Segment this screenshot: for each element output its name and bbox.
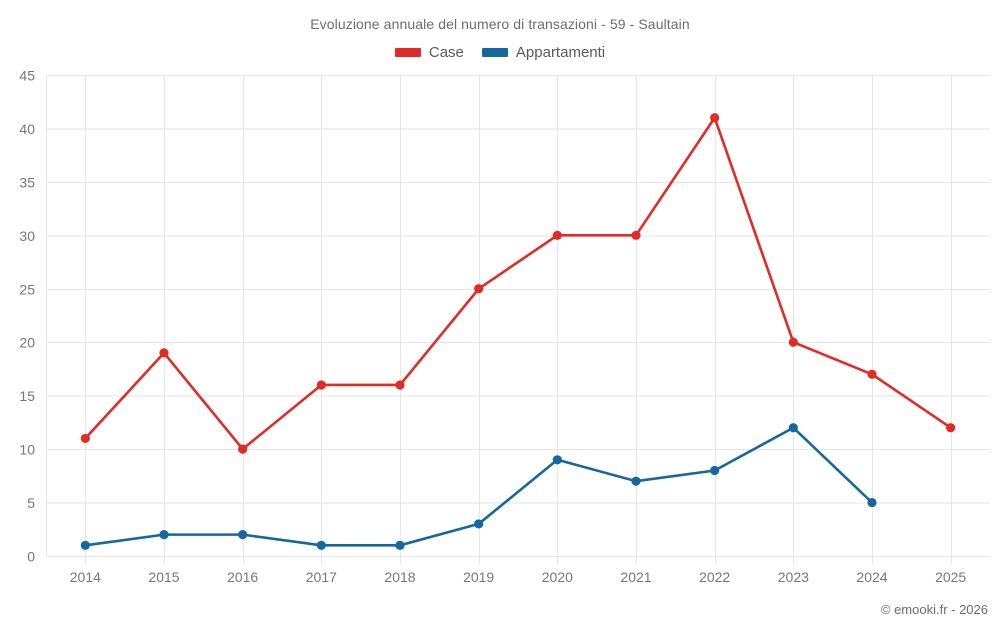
x-axis-tick-label: 2023 <box>778 569 809 585</box>
y-axis-tick-label: 40 <box>19 121 35 137</box>
y-gridlines: 0 5 10 15 20 25 30 35 40 45 <box>19 68 990 565</box>
data-point[interactable] <box>316 540 326 550</box>
data-point[interactable] <box>159 348 169 358</box>
x-axis-tick-label: 2019 <box>463 569 494 585</box>
legend-item-case[interactable]: Case <box>394 44 464 61</box>
x-axis-tick-label: 2018 <box>384 569 415 585</box>
series-case <box>80 113 956 454</box>
y-axis-tick-label: 10 <box>19 442 35 458</box>
data-point[interactable] <box>395 540 405 550</box>
x-axis-tick-label: 2020 <box>542 569 573 585</box>
chart-title: Evoluzione annuale del numero di transaz… <box>310 16 690 32</box>
data-point[interactable] <box>395 380 405 390</box>
data-point[interactable] <box>631 230 641 240</box>
legend-swatch-appartamenti <box>481 48 508 57</box>
series-appartamenti <box>80 423 877 550</box>
legend-label-appartamenti: Appartamenti <box>515 44 606 61</box>
data-point[interactable] <box>631 476 641 486</box>
x-axis-tick-label: 2025 <box>935 569 966 585</box>
x-axis-tick-label: 2015 <box>148 569 179 585</box>
data-point[interactable] <box>474 284 484 294</box>
data-point[interactable] <box>788 423 798 433</box>
data-point[interactable] <box>710 113 720 123</box>
y-axis-tick-label: 30 <box>19 228 35 244</box>
y-axis-tick-label: 15 <box>19 388 35 404</box>
data-point[interactable] <box>238 530 248 540</box>
data-point[interactable] <box>867 497 877 508</box>
x-axis-tick-label: 2016 <box>227 569 258 585</box>
x-gridlines: 2014 2015 2016 2017 2018 2019 2020 2021 2022 2023… <box>46 75 966 585</box>
data-point[interactable] <box>552 455 562 465</box>
x-axis-tick-label: 2014 <box>70 569 101 585</box>
data-point[interactable] <box>80 433 90 444</box>
y-axis-tick-label: 45 <box>19 68 35 84</box>
data-point[interactable] <box>159 530 169 540</box>
x-axis-tick-label: 2021 <box>620 569 651 585</box>
x-axis-tick-label: 2022 <box>699 569 730 585</box>
data-point[interactable] <box>80 540 90 550</box>
y-axis-tick-label: 20 <box>19 335 35 351</box>
data-point[interactable] <box>946 423 956 433</box>
data-point[interactable] <box>710 465 720 476</box>
data-point[interactable] <box>552 230 562 240</box>
legend-label-case: Case <box>428 44 464 61</box>
data-point[interactable] <box>788 337 798 347</box>
credit-footer: © emooki.fr - 2026 <box>880 602 988 617</box>
legend-swatch-case <box>394 48 421 57</box>
data-point[interactable] <box>474 519 484 529</box>
data-point[interactable] <box>867 369 877 379</box>
y-axis-tick-label: 35 <box>19 174 35 190</box>
data-point[interactable] <box>316 380 326 390</box>
y-axis-tick-label: 5 <box>27 495 35 511</box>
y-axis-tick-label: 25 <box>19 281 35 297</box>
series-line-case <box>84 116 952 451</box>
x-axis-tick-label: 2017 <box>306 569 337 585</box>
y-axis-tick-label: 0 <box>27 549 35 565</box>
x-axis-tick-label: 2024 <box>856 569 887 585</box>
chart-legend: Case Appartamenti <box>0 44 1000 61</box>
data-point[interactable] <box>238 444 248 454</box>
legend-item-appartamenti[interactable]: Appartamenti <box>481 44 606 61</box>
